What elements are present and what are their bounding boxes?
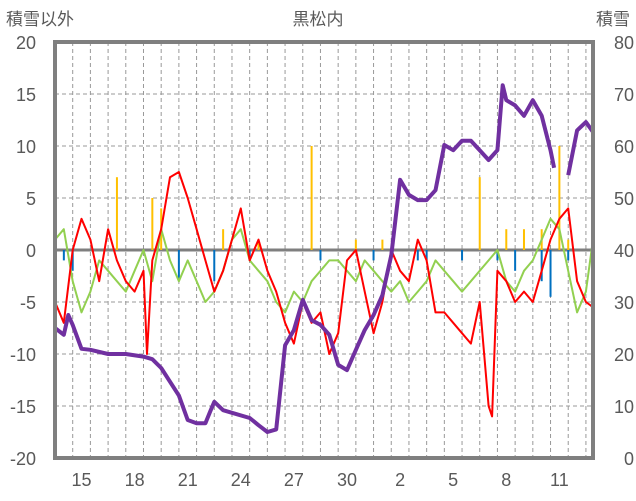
yellow-bar <box>257 239 260 250</box>
blue-bar <box>496 250 499 261</box>
y2-tick-label: 60 <box>614 137 634 157</box>
y-tick-label: 20 <box>16 33 36 53</box>
x-tick-label: 8 <box>501 470 511 490</box>
series-green-line <box>54 217 594 314</box>
yellow-bar <box>505 229 508 250</box>
blue-bar <box>549 250 552 297</box>
plot-frame <box>53 40 595 460</box>
x-tick-label: 24 <box>231 470 251 490</box>
y-tick-label: 0 <box>26 241 36 261</box>
blue-bar <box>540 250 543 282</box>
yellow-bar <box>567 239 570 250</box>
y2-tick-label: 20 <box>614 345 634 365</box>
blue-bar <box>567 250 570 261</box>
x-tick-label: 15 <box>72 470 92 490</box>
x-tick-label: 30 <box>337 470 357 490</box>
bars <box>55 146 593 297</box>
y-tick-label: 10 <box>16 137 36 157</box>
yellow-bar <box>151 198 154 250</box>
left-axis-label: 積雪以外 <box>6 10 74 30</box>
yellow-bar <box>478 177 481 250</box>
x-tick-label: 11 <box>550 470 569 490</box>
yellow-bar <box>522 229 525 250</box>
blue-bar <box>71 250 74 271</box>
y-tick-label: -20 <box>10 449 36 469</box>
y-tick-label: 5 <box>26 189 36 209</box>
yellow-bar <box>354 239 357 250</box>
x-tick-label: 18 <box>125 470 145 490</box>
y2-tick-label: 30 <box>614 293 634 313</box>
blue-bar <box>213 250 216 282</box>
y2-tick-label: 0 <box>624 449 634 469</box>
tick-labels: 20 80 15 70 10 60 5 50 0 40 -5 30 -10 20 -15 10 -20 0 15 18… <box>10 33 634 490</box>
y2-tick-label: 80 <box>614 33 634 53</box>
y-tick-label: -10 <box>10 345 36 365</box>
series-snow-line <box>53 83 595 434</box>
blue-bar <box>461 250 464 261</box>
blue-bar <box>416 250 419 261</box>
blue-bar <box>62 250 65 261</box>
series-lines <box>53 83 595 434</box>
yellow-bar <box>115 177 118 250</box>
right-axis-label: 積雪 <box>596 10 630 30</box>
y-tick-label: -5 <box>20 293 36 313</box>
blue-bar <box>177 250 180 282</box>
yellow-bar <box>558 146 561 250</box>
blue-bar <box>514 250 517 271</box>
y2-tick-label: 10 <box>614 397 634 417</box>
y-tick-label: -15 <box>10 397 36 417</box>
x-tick-label: 21 <box>178 470 198 490</box>
series-temperature-line <box>54 171 594 418</box>
x-tick-label: 5 <box>448 470 458 490</box>
x-tick-label: 2 <box>395 470 405 490</box>
yellow-bar <box>310 146 313 250</box>
yellow-bar <box>381 239 384 250</box>
yellow-bar <box>222 229 225 250</box>
chart-title: 黒松内 <box>293 10 344 30</box>
y-tick-label: 15 <box>16 85 36 105</box>
blue-bar <box>372 250 375 261</box>
blue-bar <box>319 250 322 261</box>
blue-bar <box>425 250 428 261</box>
x-tick-label: 27 <box>284 470 304 490</box>
y2-tick-label: 50 <box>614 189 634 209</box>
y2-tick-label: 70 <box>614 85 634 105</box>
y2-tick-label: 40 <box>614 241 634 261</box>
